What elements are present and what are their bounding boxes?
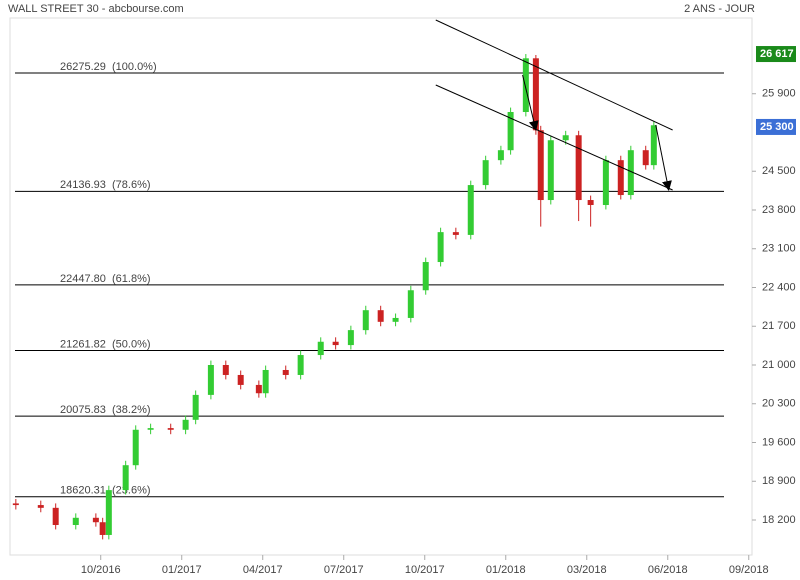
candle-body [437, 232, 444, 263]
candle-body [452, 232, 459, 235]
candle-body [37, 505, 44, 508]
price-marker-label: 26 617 [760, 48, 794, 60]
candle-body [537, 130, 544, 201]
y-tick-label: 23 100 [762, 243, 796, 255]
candle-body [132, 429, 139, 466]
x-tick-label: 03/2018 [567, 564, 607, 576]
candle-body [167, 428, 174, 430]
candle-body [422, 262, 429, 291]
y-tick-label: 21 700 [762, 320, 796, 332]
candle-body [522, 58, 529, 113]
fib-label: 22447.80 (61.8%) [60, 273, 151, 285]
candle-body [650, 125, 657, 166]
candle-body [332, 341, 339, 346]
fib-label: 26275.29 (100.0%) [60, 61, 157, 73]
candle-body [407, 290, 414, 318]
candle-body [362, 310, 369, 331]
candle-body [602, 160, 609, 206]
candle-body [182, 419, 189, 430]
candle-body [562, 135, 569, 141]
y-tick-label: 25 900 [762, 88, 796, 100]
arrow [655, 124, 672, 191]
candle-body [147, 428, 154, 430]
candle-body [532, 58, 539, 131]
y-tick-label: 21 000 [762, 359, 796, 371]
arrow [522, 74, 539, 131]
y-tick-label: 23 800 [762, 204, 796, 216]
trend-line [435, 19, 673, 131]
candle-body [377, 310, 384, 322]
chart-title: WALL STREET 30 - abcbourse.com [8, 3, 184, 15]
candle-body [575, 135, 582, 201]
trend-line [435, 84, 673, 191]
candle-body [317, 341, 324, 356]
price-marker [756, 46, 796, 63]
candle-body [222, 365, 229, 375]
x-tick-label: 01/2017 [162, 564, 202, 576]
candle-body [627, 150, 634, 196]
candle-body [617, 160, 624, 196]
candle-body [482, 160, 489, 186]
plot-frame [9, 17, 753, 556]
candle-body [297, 355, 304, 375]
candle-body [587, 200, 594, 206]
x-tick-label: 01/2018 [486, 564, 526, 576]
candle-body [392, 317, 399, 322]
fib-label: 20075.83 (38.2%) [60, 404, 151, 416]
x-tick-label: 09/2018 [729, 564, 769, 576]
x-tick-label: 07/2017 [324, 564, 364, 576]
candle-body [467, 185, 474, 235]
fib-label: 24136.93 (78.6%) [60, 179, 151, 191]
candle-body [547, 140, 554, 201]
fib-label: 21261.82 (50.0%) [60, 338, 151, 350]
x-tick-label: 06/2018 [648, 564, 688, 576]
candle-body [92, 517, 99, 523]
candle-body [12, 503, 19, 506]
candle-body [347, 330, 354, 346]
y-tick-label: 18 200 [762, 514, 796, 526]
candle-body [262, 369, 269, 394]
y-tick-label: 22 400 [762, 281, 796, 293]
candle-body [105, 490, 112, 535]
chart-subtitle: 2 ANS - JOUR [684, 3, 755, 15]
candle-body [207, 365, 214, 395]
x-tick-label: 10/2017 [405, 564, 445, 576]
y-tick-label: 20 300 [762, 398, 796, 410]
x-tick-label: 04/2017 [243, 564, 283, 576]
price-marker-label: 25 300 [760, 121, 794, 133]
candle-body [122, 465, 129, 491]
candle-body [282, 369, 289, 375]
candle-body [642, 150, 649, 166]
candle-body [255, 384, 262, 394]
price-marker [756, 118, 796, 135]
y-tick-label: 18 900 [762, 475, 796, 487]
candle-body [72, 517, 79, 525]
candle-body [52, 507, 59, 525]
candle-body [99, 522, 106, 535]
x-tick-label: 10/2016 [81, 564, 121, 576]
candle-body [497, 150, 504, 161]
fib-label: 18620.31 (23.6%) [60, 485, 151, 497]
y-tick-label: 19 600 [762, 436, 796, 448]
y-tick-label: 24 500 [762, 165, 796, 177]
candle-body [192, 394, 199, 420]
candle-body [507, 112, 514, 151]
candle-body [237, 374, 244, 385]
